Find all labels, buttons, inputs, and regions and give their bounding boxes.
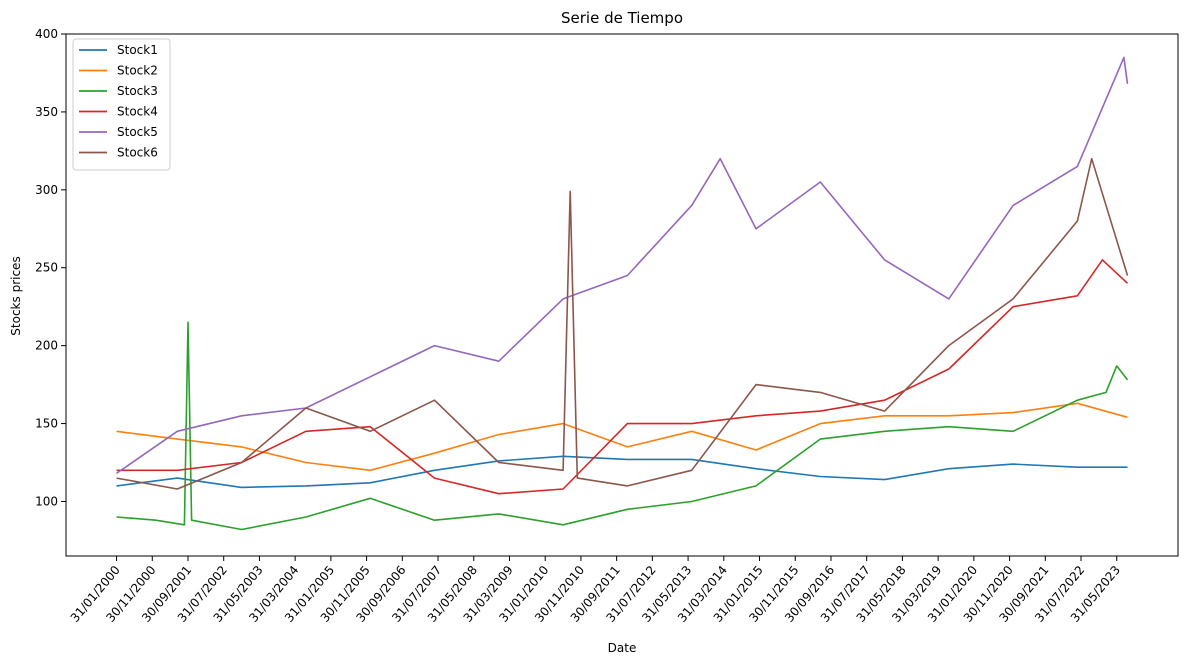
y-tick-label: 250 <box>35 261 58 275</box>
y-tick-label: 150 <box>35 417 58 431</box>
chart-title: Serie de Tiempo <box>561 9 683 27</box>
y-tick-label: 350 <box>35 105 58 119</box>
y-axis: 100 150 200 250 300 350 400 <box>35 27 66 508</box>
legend-label: Stock2 <box>117 64 158 78</box>
series-line-stock5 <box>116 56 1129 475</box>
plot-frame <box>65 33 1179 557</box>
x-axis-label: Date <box>608 641 637 655</box>
x-axis: 31/01/200030/11/200030/09/200131/07/2002… <box>68 556 1123 625</box>
series-line-stock4 <box>116 259 1129 495</box>
series-line-stock6 <box>116 157 1129 490</box>
y-axis-label: Stocks prices <box>9 256 23 335</box>
legend: Stock1 Stock2 Stock3 Stock4 Stock5 Stock6 <box>72 38 171 171</box>
legend-label: Stock4 <box>117 105 158 119</box>
y-tick-label: 100 <box>35 494 58 508</box>
legend-label: Stock6 <box>117 146 158 160</box>
y-tick-label: 400 <box>35 27 58 41</box>
legend-box <box>72 38 171 171</box>
y-tick-label: 300 <box>35 183 58 197</box>
legend-label: Stock1 <box>117 43 158 57</box>
series-line-stock1 <box>116 455 1128 489</box>
legend-label: Stock5 <box>117 125 158 139</box>
series-line-stock3 <box>116 321 1129 531</box>
y-tick-label: 200 <box>35 339 58 353</box>
series-line-stock2 <box>116 402 1128 472</box>
legend-label: Stock3 <box>117 84 158 98</box>
plot-area <box>116 56 1129 531</box>
